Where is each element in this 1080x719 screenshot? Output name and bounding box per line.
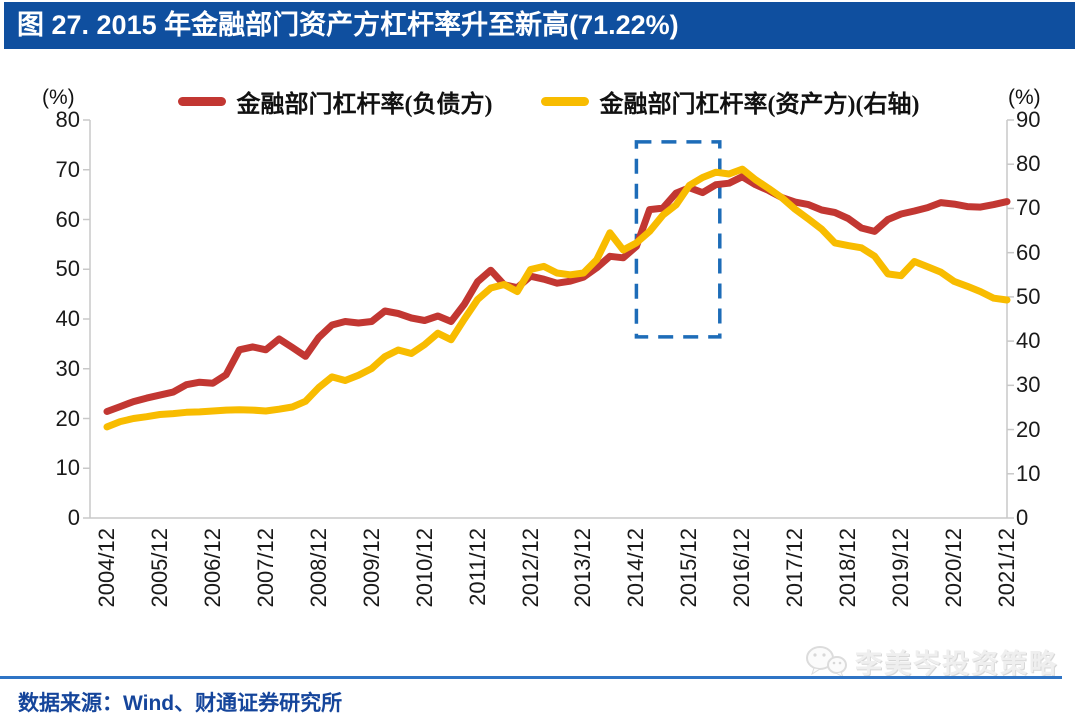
legend-label: 金融部门杠杆率(资产方)(右轴) xyxy=(599,92,920,118)
left-axis-unit: (%) xyxy=(42,86,75,109)
legend-swatch-yellow xyxy=(540,97,589,106)
legend-item-liability: 金融部门杠杆率(负债方) xyxy=(177,84,493,119)
highlight-2015-box xyxy=(634,140,722,339)
figure-title: 图 27. 2015 年金融部门资产方杠杆率升至新高(71.22%) xyxy=(17,10,679,40)
wechat-icon xyxy=(806,645,847,678)
footer-divider xyxy=(0,676,1062,679)
liability-side-line xyxy=(103,173,1011,415)
right-axis-unit: (%) xyxy=(1008,86,1041,109)
watermark: 李美岑投资策略 xyxy=(804,642,1058,681)
chart-legend: 金融部门杠杆率(负债方) 金融部门杠杆率(资产方)(右轴) xyxy=(90,84,1007,119)
legend-item-asset: 金融部门杠杆率(资产方)(右轴) xyxy=(540,84,920,119)
legend-swatch-red xyxy=(177,97,226,106)
asset-side-line xyxy=(103,165,1011,431)
data-source-note: 数据来源：Wind、财通证券研究所 xyxy=(18,692,343,715)
figure-title-bar: 图 27. 2015 年金融部门资产方杠杆率升至新高(71.22%) xyxy=(4,2,1075,49)
watermark-text: 李美岑投资策略 xyxy=(855,649,1058,679)
legend-label: 金融部门杠杆率(负债方) xyxy=(236,92,493,118)
leverage-line-chart xyxy=(83,119,1014,519)
